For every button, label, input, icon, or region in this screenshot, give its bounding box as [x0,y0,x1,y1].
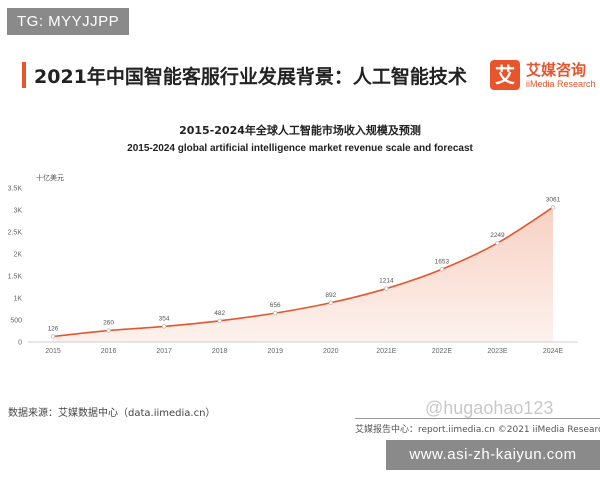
tg-tag: TG: MYYJJPP [7,8,130,35]
data-point [106,328,111,333]
footer-credit: 艾媒报告中心：report.iimedia.cn ©2021 iiMedia R… [355,425,600,435]
title-accent-bar [22,62,26,88]
data-point [495,240,500,246]
chart-subtitle: 2015-2024 global artificial intelligence… [127,143,473,154]
chart-title: 2015-2024年全球人工智能市场收入规模及预测 [179,124,421,137]
data-point [161,324,167,329]
data-value-label: 1653 [435,258,450,265]
x-tick-label: 2022E [432,348,453,355]
data-value-label: 482 [214,310,225,317]
revenue-area-chart: 十亿美元 0 500 1K 1.5K 2K 2.5K 3K 3.5K 126 2015 260 2016… [8,173,578,355]
data-point [273,310,278,316]
y-tick-label: 3.5K [8,186,23,193]
data-value-label: 1214 [379,278,394,285]
data-value-label: 3061 [546,196,561,203]
data-value-label: 892 [325,292,336,299]
data-point [384,286,389,291]
y-tick-label: 1K [13,296,22,303]
iimedia-logo: 艾 艾媒咨询 iiMedia Research [490,58,600,94]
x-tick-label: 2021E [376,348,397,355]
x-tick-label: 2023E [487,348,508,355]
data-point [439,267,445,272]
data-value-label: 260 [103,320,114,327]
x-tick-label: 2016 [101,348,117,355]
data-value-label: 2249 [490,232,505,239]
logo-name-cn: 艾媒咨询 [526,61,587,79]
logo-mark-icon: 艾 [490,60,520,90]
logo-name-en: iiMedia Research [526,79,596,89]
x-tick-label: 2018 [212,348,228,355]
data-point [550,205,556,210]
data-value-label: 656 [270,302,281,309]
area-fill [53,207,553,342]
y-tick-label: 500 [10,318,22,325]
data-value-label: 354 [159,315,170,322]
url-banner: www.asi-zh-kaiyun.com [386,440,600,470]
x-tick-label: 2017 [156,348,172,355]
footer-divider [355,418,600,419]
data-point [50,334,56,339]
x-tick-label: 2020 [323,348,339,355]
y-axis-unit-label: 十亿美元 [36,173,64,182]
y-tick-label: 3K [13,208,22,215]
x-tick-label: 2024E [543,348,564,355]
data-value-label: 126 [48,325,59,332]
y-tick-label: 1.5K [8,274,23,281]
x-tick-label: 2019 [267,348,283,355]
data-source: 数据来源：艾媒数据中心（data.iimedia.cn） [8,408,216,419]
watermark: @hugaohao123 [425,398,554,418]
y-tick-label: 0 [18,340,22,347]
data-point [217,318,222,323]
data-point [328,300,333,305]
y-tick-label: 2K [13,252,22,259]
y-tick-label: 2.5K [8,230,23,237]
page-title: 2021年中国智能客服行业发展背景：人工智能技术 [34,66,467,88]
revenue-line [52,206,554,338]
x-tick-label: 2015 [45,348,61,355]
